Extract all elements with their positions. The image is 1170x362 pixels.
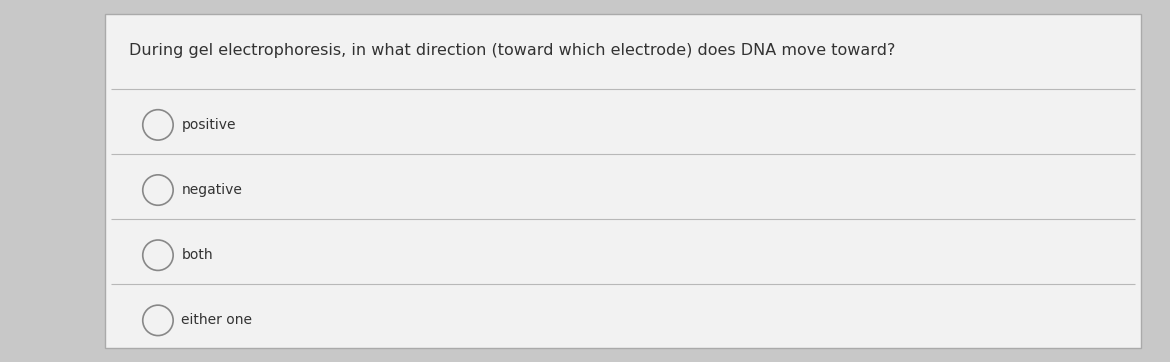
Text: negative: negative <box>181 183 242 197</box>
Text: both: both <box>181 248 213 262</box>
Text: positive: positive <box>181 118 236 132</box>
FancyBboxPatch shape <box>105 14 1141 348</box>
Text: During gel electrophoresis, in what direction (toward which electrode) does DNA : During gel electrophoresis, in what dire… <box>129 43 895 58</box>
Text: either one: either one <box>181 313 253 327</box>
